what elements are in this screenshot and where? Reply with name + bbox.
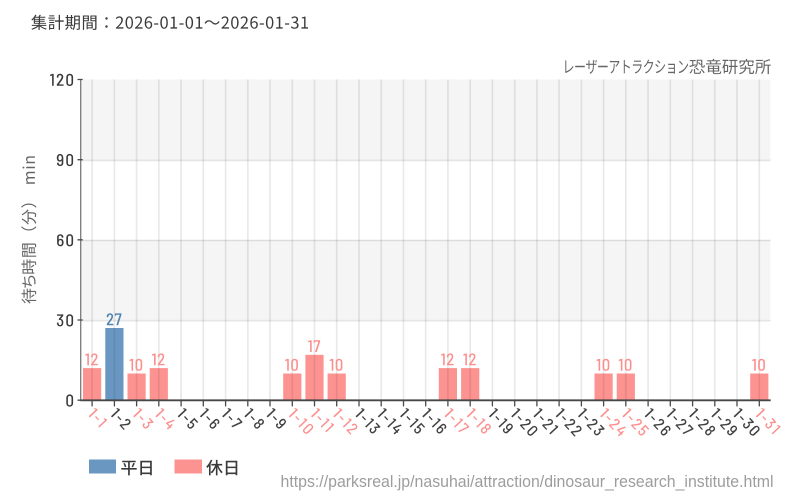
svg-text:https://parksreal.jp/nasuhai/a: https://parksreal.jp/nasuhai/attraction/… [281, 472, 774, 491]
